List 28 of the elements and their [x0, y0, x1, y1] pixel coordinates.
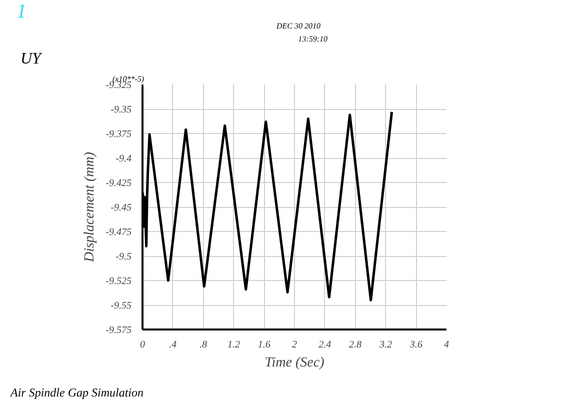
chart-title: UY	[20, 50, 44, 68]
y-tick-label: -9.475	[106, 227, 132, 238]
x-tick-label: 2	[292, 340, 297, 350]
y-tick-label: -9.425	[106, 178, 132, 189]
x-tick-label: 0	[140, 340, 145, 350]
y-tick-label: -9.375	[106, 129, 132, 140]
y-tick-label: -9.4	[116, 154, 132, 164]
y-tick-label: -9.5	[116, 252, 132, 262]
y-tick-label: -9.35	[110, 104, 132, 116]
y-tick-label: -9.575	[106, 325, 132, 336]
y-tick-label: -9.55	[110, 300, 132, 312]
text: Air Spindle Gap Simulation	[10, 386, 144, 400]
x-tick-label: 3.6	[408, 340, 422, 350]
text: DEC 30 2010	[276, 22, 320, 30]
y-tick-label: -9.525	[106, 276, 132, 287]
y-tick-label: -9.45	[110, 202, 132, 214]
x-tick-label: 1.2	[227, 340, 240, 350]
x-tick-label: .4	[169, 340, 177, 350]
text: 1	[16, 0, 26, 22]
x-tick-label: 3.2	[378, 340, 392, 350]
x-axis-title: Time (Sec)	[264, 356, 325, 370]
x-tick-label: 1.6	[258, 340, 270, 350]
x-tick-label: 2.8	[349, 340, 362, 350]
x-tick-label: 4	[444, 340, 449, 350]
text: 13:59:10	[298, 34, 328, 44]
x-tick-label: .8	[200, 340, 208, 350]
x-tick-label: 2.4	[318, 340, 332, 350]
y-axis-title: Displacement (mm)	[82, 152, 98, 264]
